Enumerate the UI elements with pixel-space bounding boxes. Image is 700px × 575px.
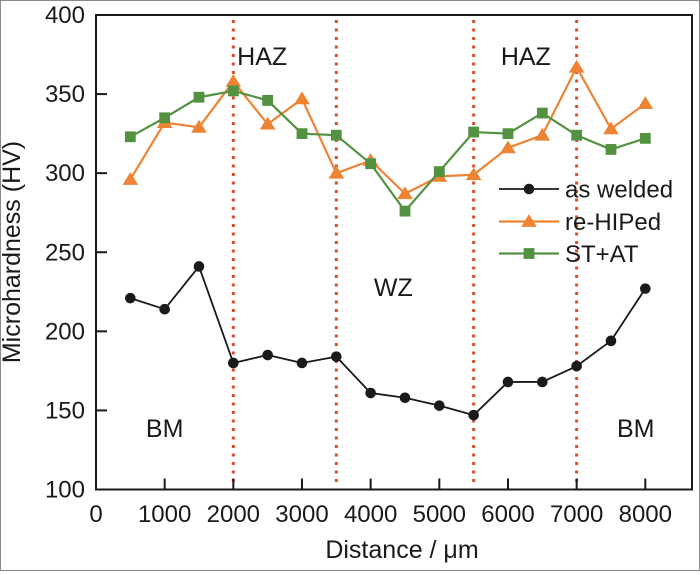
data-point-triangle xyxy=(122,172,139,185)
zone-annotation: BM xyxy=(617,415,655,443)
chart-layers: 0 1000 2000 3000 4000 5000 6000 7000 8000 100 150 2… xyxy=(45,2,693,528)
data-point-triangle xyxy=(294,91,310,105)
data-point-circle xyxy=(365,387,376,399)
y-tick-label: 300 xyxy=(45,160,85,187)
data-point-square xyxy=(262,95,274,106)
data-point-circle xyxy=(296,357,308,369)
data-point-circle xyxy=(502,376,514,388)
zone-annotation: HAZ xyxy=(237,43,287,71)
data-point-square xyxy=(399,205,411,217)
data-point-triangle xyxy=(225,74,242,87)
data-point-triangle xyxy=(465,167,482,181)
data-point-square xyxy=(571,129,583,141)
data-point-triangle xyxy=(328,165,345,179)
legend-label: as welded xyxy=(565,177,673,204)
data-point-square xyxy=(296,128,308,140)
data-point-circle xyxy=(193,261,205,272)
legend-marker-triangle xyxy=(521,214,537,227)
data-point-triangle xyxy=(500,140,516,154)
data-point-square xyxy=(468,126,480,138)
x-tick-label: 0 xyxy=(89,501,102,528)
data-point-triangle xyxy=(259,116,276,130)
y-tick-label: 100 xyxy=(45,477,85,504)
data-point-circle xyxy=(262,349,273,361)
y-tick-label: 350 xyxy=(45,81,85,108)
series-line-st+at xyxy=(129,89,646,213)
data-point-square xyxy=(639,132,651,144)
y-tick-label: 400 xyxy=(45,2,85,29)
data-point-square xyxy=(502,128,514,140)
data-point-circle xyxy=(468,409,479,421)
data-point-triangle xyxy=(568,59,585,73)
data-point-circle xyxy=(605,335,617,347)
data-point-square xyxy=(330,129,342,141)
series-line-as-welded xyxy=(130,265,647,417)
data-point-square xyxy=(227,85,239,97)
legend-marker-square xyxy=(523,248,535,259)
data-point-square xyxy=(159,112,171,124)
data-point-square xyxy=(124,131,136,143)
data-point-triangle xyxy=(534,127,551,141)
series-line-re-hiped xyxy=(129,66,646,195)
x-tick-label: 1000 xyxy=(138,501,191,528)
data-point-square xyxy=(365,158,377,170)
x-tick-label: 5000 xyxy=(413,501,466,528)
x-tick-label: 4000 xyxy=(344,501,397,528)
x-tick-label: 2000 xyxy=(207,501,260,528)
data-point-circle xyxy=(159,303,170,315)
x-tick-label: 3000 xyxy=(275,501,328,528)
plot-frame xyxy=(95,14,693,491)
y-axis-label: Microhardness (HV) xyxy=(1,141,26,363)
zone-annotation: HAZ xyxy=(501,43,551,71)
legend-label: re-HIPed xyxy=(565,209,661,236)
y-tick-label: 150 xyxy=(45,397,85,424)
legend-label: ST+AT xyxy=(565,241,639,268)
x-axis-label: Distance / μm xyxy=(325,536,478,564)
data-point-square xyxy=(193,91,205,103)
legend-marker-circle xyxy=(523,183,535,195)
data-point-circle xyxy=(434,400,445,411)
data-point-square xyxy=(536,107,548,119)
data-point-circle xyxy=(125,292,136,304)
data-point-square xyxy=(433,166,445,177)
data-point-triangle xyxy=(637,96,654,109)
data-point-triangle xyxy=(397,186,413,200)
data-point-circle xyxy=(228,357,239,369)
zone-annotation: BM xyxy=(146,415,184,443)
y-tick-label: 250 xyxy=(45,239,85,266)
data-point-circle xyxy=(537,376,548,388)
data-point-circle xyxy=(331,351,342,362)
x-tick-label: 7000 xyxy=(550,501,603,528)
y-tick-label: 200 xyxy=(45,318,85,345)
data-point-circle xyxy=(640,283,651,294)
data-point-circle xyxy=(399,392,411,404)
data-point-triangle xyxy=(603,121,619,135)
data-point-circle xyxy=(571,360,582,372)
x-tick-label: 6000 xyxy=(481,501,534,528)
data-point-square xyxy=(605,144,617,155)
data-point-triangle xyxy=(191,119,207,133)
x-tick-label: 8000 xyxy=(619,501,672,528)
zone-annotation: WZ xyxy=(374,274,413,302)
